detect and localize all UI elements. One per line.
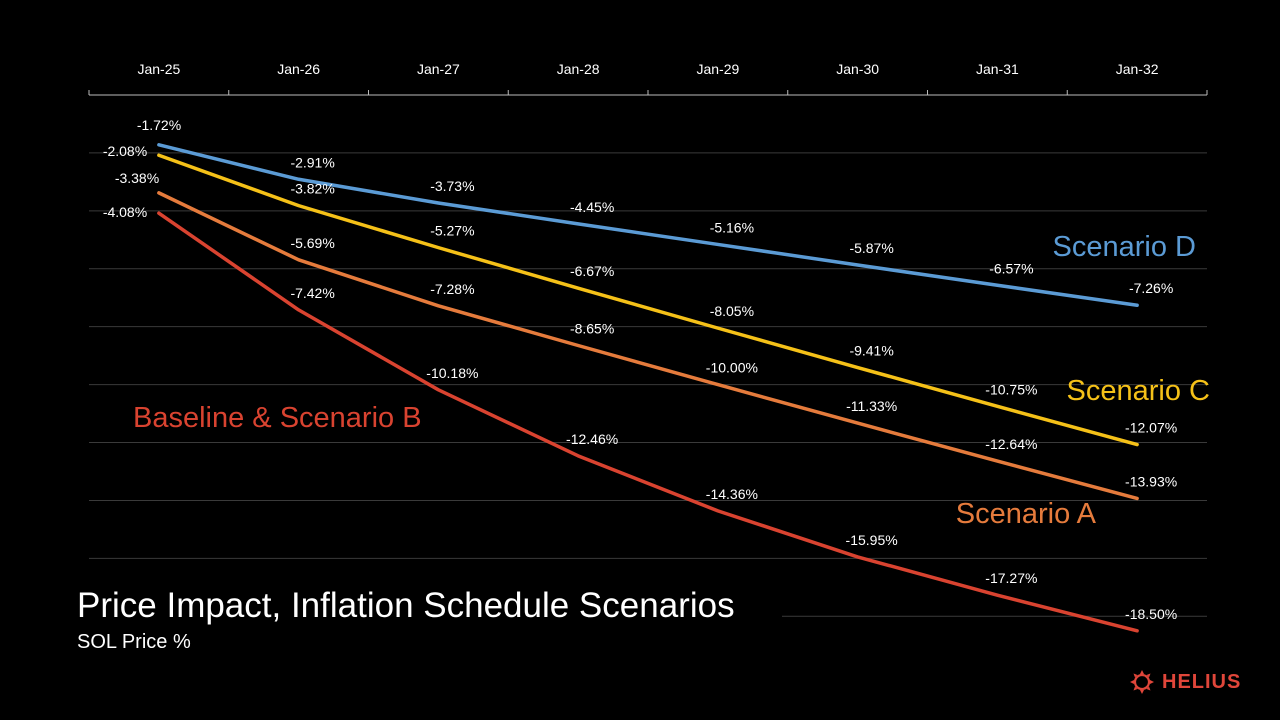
data-label: -13.93% bbox=[1125, 473, 1177, 489]
data-label: -5.87% bbox=[849, 240, 893, 256]
series-label: Scenario A bbox=[956, 498, 1097, 530]
data-label: -3.38% bbox=[115, 170, 159, 186]
x-tick-label: Jan-29 bbox=[696, 61, 739, 77]
data-label: -8.05% bbox=[710, 303, 754, 319]
data-label: -17.27% bbox=[985, 570, 1037, 586]
x-tick-label: Jan-27 bbox=[417, 61, 460, 77]
x-tick-label: Jan-26 bbox=[277, 61, 320, 77]
data-label: -5.27% bbox=[430, 223, 474, 239]
data-label: -7.42% bbox=[290, 285, 334, 301]
data-label: -2.08% bbox=[103, 143, 147, 159]
data-label: -10.75% bbox=[985, 381, 1037, 397]
data-label: -12.64% bbox=[985, 436, 1037, 452]
data-label: -12.07% bbox=[1125, 420, 1177, 436]
series-label: Baseline & Scenario B bbox=[133, 402, 422, 434]
data-label: -6.57% bbox=[989, 260, 1033, 276]
data-label: -10.00% bbox=[706, 360, 758, 376]
data-label: -6.67% bbox=[570, 263, 614, 279]
data-label: -1.72% bbox=[137, 117, 181, 133]
data-label: -5.69% bbox=[290, 235, 334, 251]
data-label: -14.36% bbox=[706, 486, 758, 502]
data-label: -5.16% bbox=[710, 219, 754, 235]
data-label: -15.95% bbox=[846, 532, 898, 548]
series-label: Scenario C bbox=[1067, 375, 1210, 407]
x-tick-label: Jan-32 bbox=[1116, 61, 1159, 77]
sun-icon bbox=[1130, 670, 1154, 694]
data-label: -4.08% bbox=[103, 204, 147, 220]
x-tick-label: Jan-25 bbox=[137, 61, 180, 77]
series-line-scenario-a bbox=[157, 191, 1139, 501]
data-label: -3.73% bbox=[430, 178, 474, 194]
title-block: Price Impact, Inflation Schedule Scenari… bbox=[70, 584, 782, 664]
data-label: -11.33% bbox=[846, 398, 897, 414]
chart-title: Price Impact, Inflation Schedule Scenari… bbox=[77, 586, 735, 625]
chart-subtitle: SOL Price % bbox=[77, 631, 191, 653]
x-tick-label: Jan-28 bbox=[557, 61, 600, 77]
data-label: -12.46% bbox=[566, 431, 618, 447]
data-label: -2.91% bbox=[290, 154, 334, 170]
series-line-scenario-c bbox=[157, 153, 1139, 447]
series-line-scenario-d bbox=[157, 143, 1139, 307]
helius-logo: HELIUS bbox=[1130, 670, 1241, 694]
data-label: -3.82% bbox=[290, 181, 334, 197]
data-label: -7.28% bbox=[430, 281, 474, 297]
x-tick-label: Jan-31 bbox=[976, 61, 1019, 77]
brand-name: HELIUS bbox=[1162, 670, 1242, 693]
series-line-baseline-scenario-b bbox=[157, 211, 1139, 633]
data-label: -18.50% bbox=[1125, 606, 1177, 622]
data-label: -7.26% bbox=[1129, 280, 1173, 296]
series-label: Scenario D bbox=[1053, 231, 1196, 263]
x-tick-label: Jan-30 bbox=[836, 61, 879, 77]
data-label: -10.18% bbox=[426, 365, 478, 381]
data-label: -9.41% bbox=[849, 343, 893, 359]
data-label: -4.45% bbox=[570, 199, 614, 215]
data-label: -8.65% bbox=[570, 321, 614, 337]
